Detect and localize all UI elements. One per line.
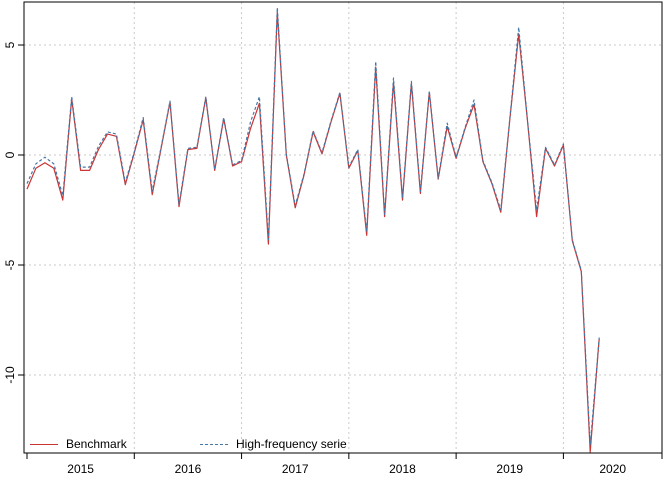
x-tick-label: 2018 — [389, 462, 416, 476]
x-tick-label: 2016 — [175, 462, 202, 476]
legend-benchmark-label: Benchmark — [66, 437, 127, 451]
y-tick-label: 0 — [3, 151, 17, 158]
legend-high-frequency-label: High-frequency serie — [236, 437, 347, 451]
plot-border — [23, 1, 663, 454]
y-tick-label: 5 — [3, 41, 17, 48]
legend-high-frequency: High-frequency serie — [200, 437, 347, 451]
x-tick-label: 2015 — [67, 462, 94, 476]
x-tick-label: 2017 — [282, 462, 309, 476]
y-tick-label: -10 — [3, 366, 17, 384]
benchmark-line-swatch — [30, 443, 58, 445]
benchmark-line — [26, 11, 600, 453]
x-tick-label: 2019 — [496, 462, 523, 476]
high-frequency-line — [26, 6, 600, 446]
y-tick-label: -5 — [3, 259, 17, 270]
high-frequency-line-swatch — [200, 443, 228, 445]
legend-benchmark: Benchmark — [30, 437, 127, 451]
x-tick-label: 2020 — [599, 462, 626, 476]
